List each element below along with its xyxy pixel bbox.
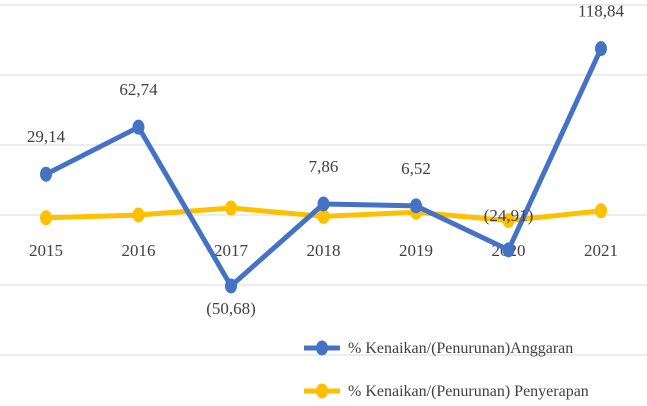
x-tick-label: 2017 [214, 241, 249, 260]
data-labels: 29,14 62,74 (50,68) 7,86 6,52 (24,91) 118,84 [27, 2, 625, 318]
x-tick-label: 2019 [399, 241, 433, 260]
data-point [317, 208, 330, 224]
x-tick-label: 2016 [122, 241, 156, 260]
data-label: (24,91) [484, 206, 534, 225]
data-label: 62,74 [119, 80, 158, 99]
legend-label: % Kenaikan/(Penurunan) Penyerapan [348, 383, 589, 400]
x-tick-label: 2018 [307, 241, 341, 260]
data-point [225, 200, 237, 216]
data-label: 7,86 [309, 157, 339, 176]
data-point [132, 119, 145, 135]
x-axis-ticks: 2015201620172018201920202021 [29, 241, 618, 260]
series-lines [40, 41, 607, 294]
legend-label: % Kenaikan/(Penurunan)Anggaran [348, 340, 573, 357]
data-point [40, 166, 52, 182]
gridlines [0, 4, 647, 356]
legend-marker [316, 383, 328, 399]
data-point [502, 242, 515, 258]
x-tick-label: 2015 [29, 241, 63, 260]
data-point [502, 213, 515, 229]
data-label: 29,14 [27, 127, 66, 146]
data-label: 118,84 [578, 2, 625, 21]
data-point [317, 196, 330, 212]
data-point [410, 198, 422, 214]
legend: % Kenaikan/(Penurunan)Anggaran % Kenaikan… [304, 340, 589, 400]
data-point [132, 207, 145, 223]
data-point [225, 278, 237, 294]
data-label: (50,68) [206, 299, 256, 318]
legend-marker [316, 340, 328, 356]
data-point [595, 203, 607, 219]
data-point [40, 210, 52, 226]
data-label: 6,52 [401, 159, 431, 178]
x-tick-label: 2021 [584, 241, 618, 260]
data-point [595, 41, 607, 57]
